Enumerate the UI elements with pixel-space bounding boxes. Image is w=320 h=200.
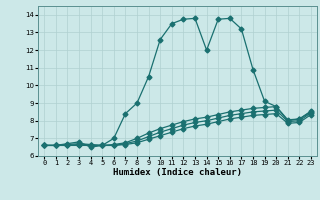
X-axis label: Humidex (Indice chaleur): Humidex (Indice chaleur) [113,168,242,177]
